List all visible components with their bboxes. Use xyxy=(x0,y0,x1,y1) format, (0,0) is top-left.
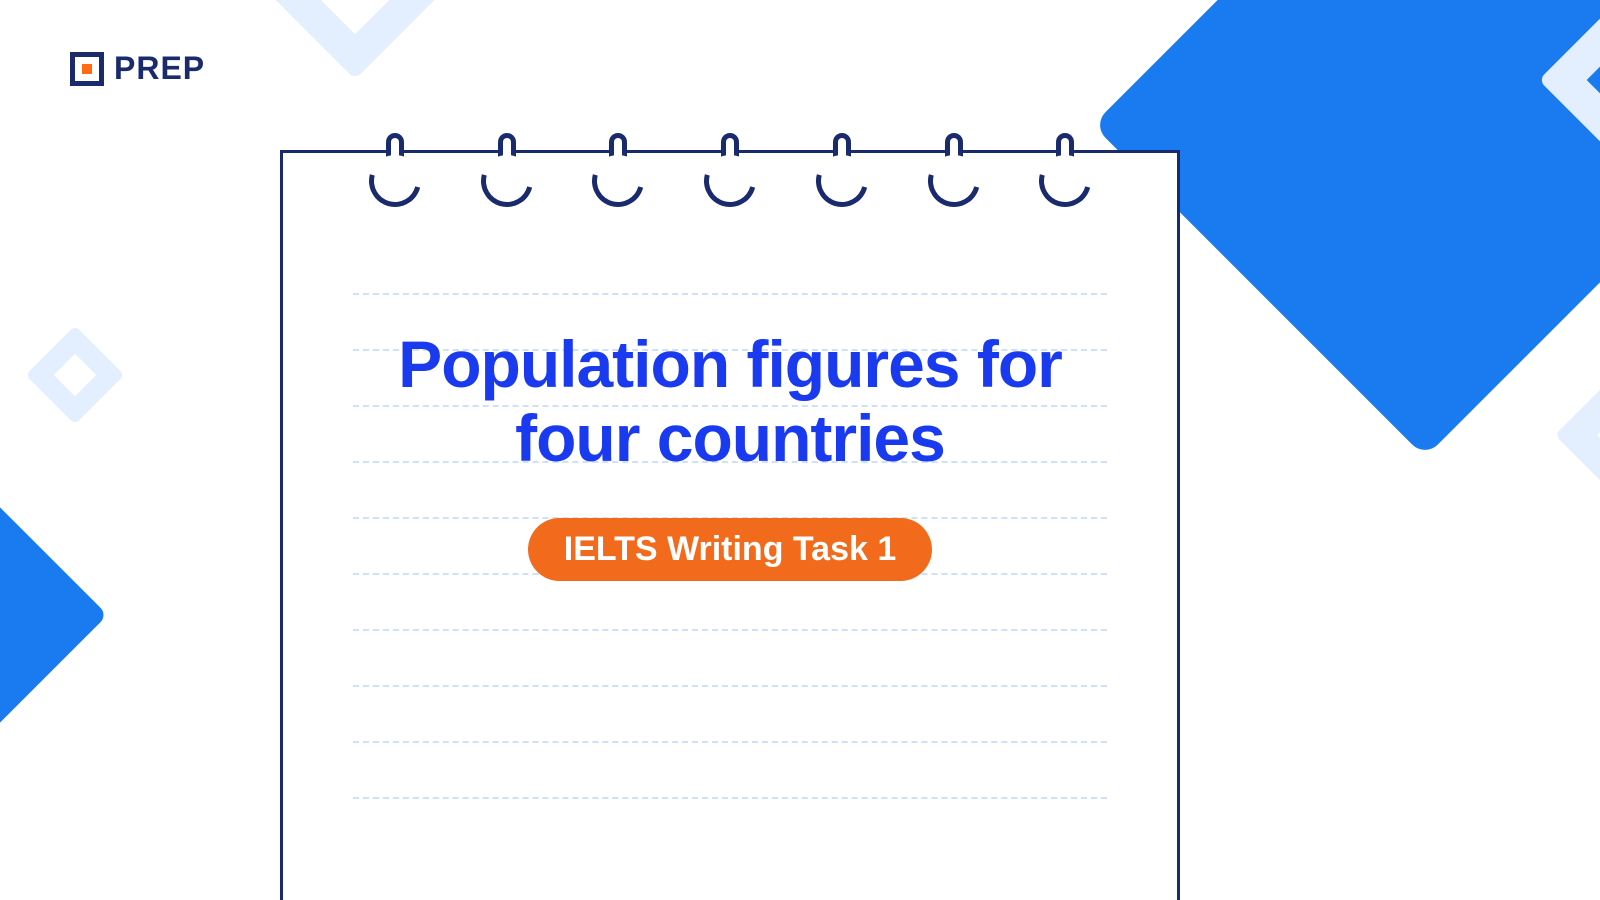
notepad: Population figures for four countries IE… xyxy=(280,150,1180,900)
ring-icon xyxy=(700,133,760,213)
decor-diamond-left xyxy=(0,452,108,777)
notepad-binding xyxy=(283,133,1177,213)
page-title: Population figures for four countries xyxy=(333,328,1127,476)
ring-icon xyxy=(924,133,984,213)
logo-mark-icon xyxy=(70,52,104,86)
decor-bracket-right xyxy=(1555,315,1600,555)
ring-icon xyxy=(477,133,537,213)
category-badge: IELTS Writing Task 1 xyxy=(528,518,933,581)
notepad-content: Population figures for four countries IE… xyxy=(283,328,1177,581)
ring-icon xyxy=(812,133,872,213)
decor-bracket-top-right xyxy=(1539,0,1600,221)
ring-icon xyxy=(365,133,425,213)
ring-icon xyxy=(1035,133,1095,213)
brand-logo: PREP xyxy=(70,50,205,87)
decor-outline-left xyxy=(26,326,125,425)
ring-icon xyxy=(588,133,648,213)
decor-chevron-top-left xyxy=(221,0,490,79)
logo-text: PREP xyxy=(114,50,205,87)
